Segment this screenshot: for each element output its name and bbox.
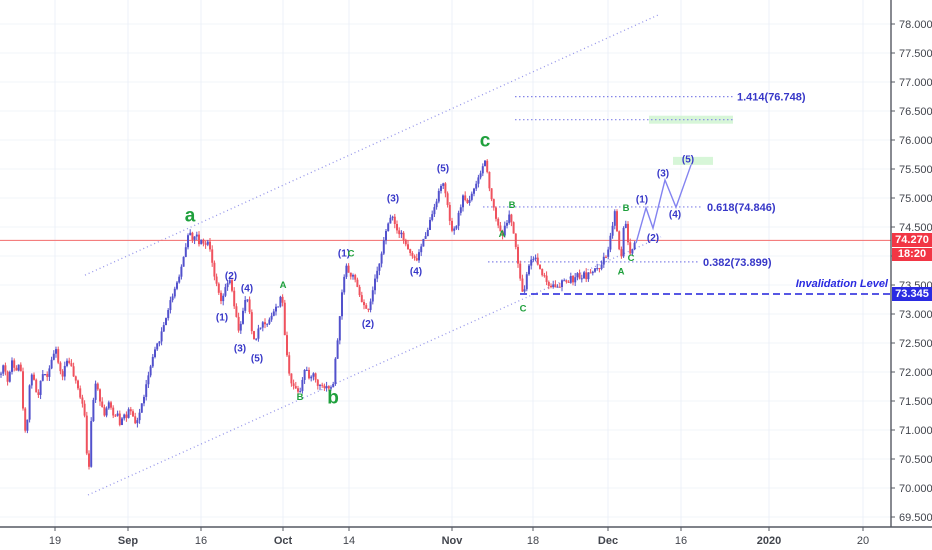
wave-label-C: C <box>348 248 355 259</box>
invalidation-level-label: Invalidation Level <box>795 277 888 290</box>
time-axis[interactable]: 19 Sep 16 Oct 14 Nov 18 Dec 16 2020 20 <box>49 527 869 547</box>
wave-label-3: (3) <box>387 194 399 205</box>
wave-label-1: (1) <box>216 312 228 323</box>
wave-label-3: (3) <box>657 169 669 180</box>
wave-label-2: (2) <box>225 271 237 282</box>
wave-label-5: (5) <box>682 155 694 166</box>
price-tick-label: 76.500 <box>899 106 932 118</box>
price-tick-label: 70.500 <box>899 454 932 466</box>
wave-label-2: (2) <box>362 319 374 330</box>
wave-label-A: A <box>618 266 625 277</box>
price-tick-label: 78.000 <box>899 19 932 31</box>
candlesticks <box>0 159 636 470</box>
wave-label-1: (1) <box>338 249 350 260</box>
time-tick-label: Oct <box>274 535 293 547</box>
wave-labels: (1) (2) (3) (4) (5) (1) (2) (3) (4) (5) (1) (2) (3) (… <box>185 131 694 409</box>
fib-levels: 1.414(76.748) 0.618(74.846) 0.382(73.899) <box>483 92 806 269</box>
fib-level-label: 0.618(74.846) <box>707 202 776 214</box>
bar-countdown-tag: 18:20 <box>892 248 932 262</box>
time-tick-label: 2020 <box>757 535 781 547</box>
wave-label-c: c <box>480 131 491 152</box>
wave-label-b: b <box>327 387 339 408</box>
wave-label-a: a <box>185 205 196 226</box>
wave-label-2: (2) <box>647 233 659 244</box>
price-tick-label: 77.000 <box>899 77 932 89</box>
wave-label-3: (3) <box>234 344 246 355</box>
wave-label-B: B <box>509 200 516 211</box>
wave-label-5: (5) <box>437 163 449 174</box>
price-tick-label: 71.500 <box>899 396 932 408</box>
wave-projection-line <box>635 164 692 244</box>
price-tick-label: 72.000 <box>899 367 932 379</box>
time-tick-label: 19 <box>49 535 61 547</box>
time-tick-label: 14 <box>343 535 355 547</box>
price-tick-label: 70.000 <box>899 483 932 495</box>
wave-label-1: (1) <box>636 195 648 206</box>
price-tick-label: 71.000 <box>899 425 932 437</box>
price-tick-label: 73.000 <box>899 309 932 321</box>
time-tick-label: 16 <box>195 535 207 547</box>
wave-label-C: C <box>628 253 635 264</box>
time-tick-label: Sep <box>118 535 138 547</box>
wave-label-C: C <box>520 303 527 314</box>
fib-level-label: 0.382(73.899) <box>703 257 772 269</box>
price-tick-label: 77.500 <box>899 48 932 60</box>
fib-level-label: 1.414(76.748) <box>737 92 806 104</box>
wave-label-A: A <box>499 229 506 240</box>
wave-label-5: (5) <box>251 354 263 365</box>
time-tick-label: 18 <box>527 535 539 547</box>
wave-label-4: (4) <box>669 210 681 221</box>
trend-channel <box>84 13 662 496</box>
time-tick-label: 16 <box>675 535 687 547</box>
wave-label-4: (4) <box>410 267 422 278</box>
wave-label-A: A <box>280 280 287 291</box>
time-tick-label: 20 <box>857 535 869 547</box>
invalidation-price-tag: 73.345 <box>892 286 932 301</box>
price-tick-label: 74.500 <box>899 222 932 234</box>
time-tick-label: Nov <box>442 535 464 547</box>
price-tick-label: 69.500 <box>899 512 932 524</box>
wave-label-B: B <box>297 392 304 403</box>
wave-label-4: (4) <box>241 283 253 294</box>
time-tick-label: Dec <box>598 535 618 547</box>
current-price-tag: 74.270 <box>892 233 932 248</box>
price-tick-label: 75.500 <box>899 164 932 176</box>
price-tick-label: 76.000 <box>899 135 932 147</box>
price-tick-label: 72.500 <box>899 338 932 350</box>
wave-label-B: B <box>623 203 630 214</box>
price-tick-label: 75.000 <box>899 193 932 205</box>
